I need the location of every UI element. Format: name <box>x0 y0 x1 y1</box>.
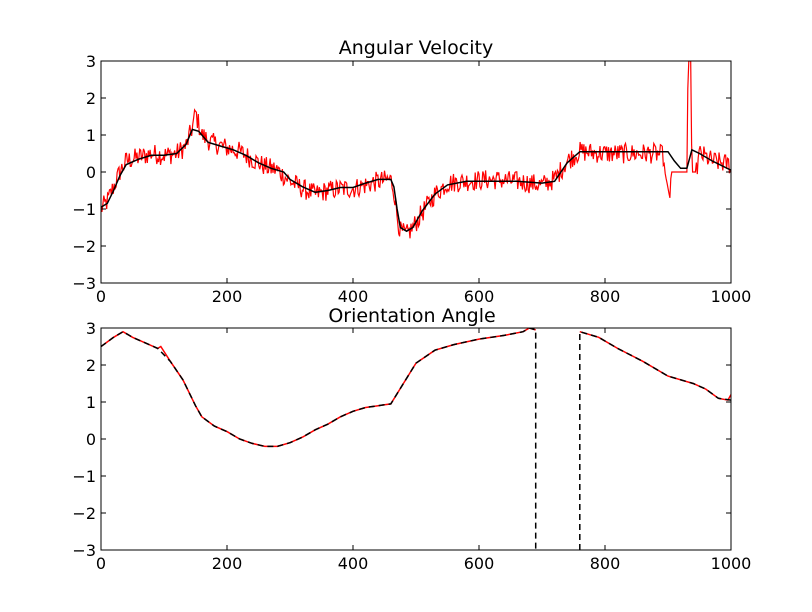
angular-velocity-panel: Angular Velocity 0 200 400 600 800 1000 −3 −2 −1… <box>72 37 751 306</box>
angular-velocity-y-tick-label: 3 <box>86 52 96 71</box>
orientation-angle-y-tick-label: 1 <box>86 393 96 412</box>
angular-velocity-x-tick-label: 800 <box>590 287 621 306</box>
angular-velocity-y-tick-label: −2 <box>72 237 96 256</box>
orientation-angle-series-line-3 <box>101 328 537 550</box>
orientation-angle-plot-area <box>101 328 731 550</box>
angular-velocity-y-tick-label: −3 <box>72 274 96 293</box>
orientation-angle-x-tick-label: 400 <box>338 554 369 573</box>
orientation-angle-y-tick-label: −1 <box>72 467 96 486</box>
orientation-angle-x-tick-label: 200 <box>212 554 243 573</box>
angular-velocity-title: Angular Velocity <box>339 37 493 59</box>
orientation-angle-x-tick-label: 1000 <box>711 554 752 573</box>
orientation-angle-title: Orientation Angle <box>328 305 495 327</box>
angular-velocity-x-tick-label: 1000 <box>711 287 752 306</box>
orientation-angle-series-line-4 <box>579 330 731 550</box>
orientation-angle-x-tick-label: 800 <box>590 554 621 573</box>
orientation-angle-y-tick-label: −3 <box>72 541 96 560</box>
orientation-angle-x-tick-label: 0 <box>96 554 106 573</box>
orientation-angle-x-tick-label: 600 <box>464 554 495 573</box>
orientation-angle-panel: Orientation Angle 0 200 400 600 800 1000 −3 −2 −… <box>72 305 751 573</box>
orientation-angle-y-tick-label: 3 <box>86 319 96 338</box>
angular-velocity-x-tick-label: 600 <box>464 287 495 306</box>
angular-velocity-y-tick-label: −1 <box>72 200 96 219</box>
orientation-angle-y-tick-label: 2 <box>86 356 96 375</box>
angular-velocity-x-tick-label: 200 <box>212 287 243 306</box>
angular-velocity-ticks: 0 200 400 600 800 1000 −3 −2 −1 0 1 2 3 <box>72 52 751 306</box>
angular-velocity-x-tick-label: 400 <box>338 287 369 306</box>
angular-velocity-y-tick-label: 0 <box>86 163 96 182</box>
orientation-angle-y-tick-label: 0 <box>86 430 96 449</box>
angular-velocity-x-tick-label: 0 <box>96 287 106 306</box>
angular-velocity-plot-area <box>101 61 731 239</box>
orientation-angle-y-tick-label: −2 <box>72 504 96 523</box>
angular-velocity-y-tick-label: 2 <box>86 89 96 108</box>
angular-velocity-y-tick-label: 1 <box>86 126 96 145</box>
orientation-angle-ticks: 0 200 400 600 800 1000 −3 −2 −1 0 1 2 3 <box>72 319 751 573</box>
angular-velocity-series-line-2 <box>101 128 731 233</box>
